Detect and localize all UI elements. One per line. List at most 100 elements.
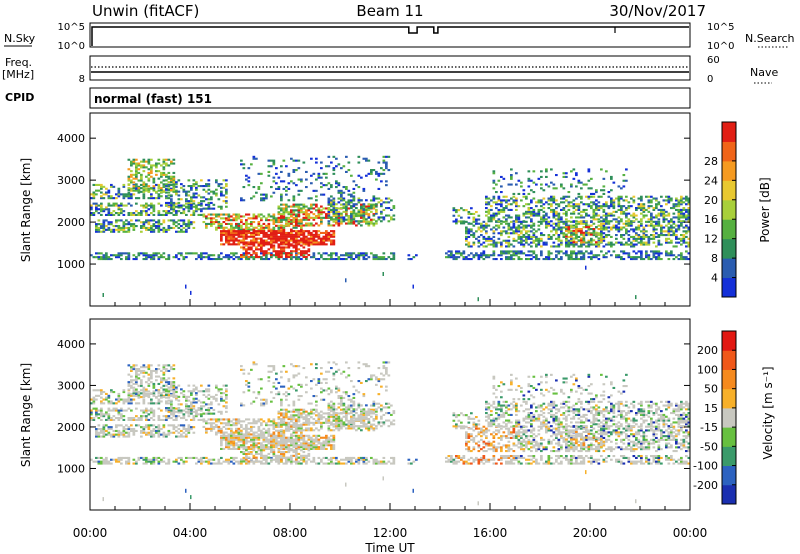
velocity-cell-141 [252, 460, 256, 463]
power-cell-3444 [590, 195, 593, 198]
velocity-cell-515 [150, 411, 153, 414]
velocity-cell-542 [170, 409, 173, 412]
power-cell-2440 [577, 258, 581, 261]
power-cell-773 [145, 185, 148, 188]
power-cell-2559 [465, 220, 468, 223]
power-cell-3449 [592, 210, 596, 213]
velocity-cell-471 [117, 418, 121, 421]
power-cell-907 [187, 201, 191, 204]
power-cell-2462 [597, 258, 601, 261]
power-cell-94 [200, 254, 203, 257]
velocity-cell-783 [147, 377, 151, 380]
power-cell-315 [120, 228, 123, 231]
power-cell-778 [147, 190, 151, 193]
velocity-cell-745 [135, 368, 138, 371]
power-cell-740 [135, 171, 138, 174]
velocity-cell-440 [95, 407, 98, 410]
power-cell-3779 [570, 183, 573, 186]
power-cell-3324 [542, 210, 546, 213]
power-cell-1229 [227, 241, 231, 244]
power-cell-3768 [555, 187, 558, 190]
power-cell-3737 [517, 179, 521, 182]
velocity-cell-259 [380, 460, 383, 463]
power-cell-925 [192, 192, 196, 195]
velocity-cell-203 [325, 456, 328, 459]
power-cell-1882 [327, 216, 331, 219]
velocity-cell-326 [125, 428, 128, 431]
velocity-cell-237 [357, 458, 361, 461]
power-cell-687 [157, 183, 161, 186]
power-cell-1765 [330, 224, 333, 227]
power-cell-2307 [455, 256, 458, 259]
power-cell-3469 [600, 220, 603, 223]
velocity-cell-123 [232, 456, 236, 459]
velocity-cell-590 [90, 398, 93, 401]
power-cell-3042 [640, 224, 643, 227]
power-cell-3603 [650, 199, 653, 202]
velocity-cell-630 [120, 398, 123, 401]
velocity-cell-450 [102, 415, 106, 418]
velocity-cell-487 [127, 407, 131, 410]
power-cell-2644 [500, 234, 503, 237]
power-cell-3129 [672, 245, 676, 248]
velocity-cell-881 [172, 407, 176, 410]
power-cell-2466 [602, 254, 606, 257]
power-cell-2028 [390, 199, 393, 202]
power-cell-2660 [507, 241, 511, 244]
power-cell-34 [127, 258, 131, 261]
power-cell-301 [110, 223, 113, 226]
power-cell-3487 [605, 203, 608, 206]
power-cell-1442 [305, 239, 308, 242]
power-cell-3569 [640, 220, 643, 223]
velocity-cell-117 [227, 460, 231, 463]
power-cell-200 [322, 258, 326, 261]
power-cell-2645 [500, 232, 503, 235]
velocity-cell-314 [117, 424, 121, 427]
velocity-cell-247 [365, 456, 368, 459]
power-cell-195 [315, 258, 318, 261]
power-cell-1725 [312, 218, 316, 221]
power-cell-2529 [667, 258, 671, 261]
power-cell-618 [110, 195, 113, 198]
power-cell-1977 [362, 214, 366, 217]
power-cell-1477 [317, 235, 321, 238]
power-cell-2221 [365, 174, 368, 177]
power-cell-1280 [245, 237, 248, 240]
power-cell-213 [335, 254, 338, 257]
power-cell-1593 [290, 244, 293, 247]
power-cell-153 [265, 256, 268, 259]
power-cell-3063 [647, 237, 651, 240]
power-cell-2023 [387, 201, 391, 204]
power-cell-2839 [567, 235, 571, 238]
power-cell-1784 [337, 218, 341, 221]
power-cell-2694 [517, 224, 521, 227]
power-cell-1846 [362, 211, 366, 214]
velocity-cell-202 [325, 462, 328, 465]
power-cell-447 [100, 206, 103, 209]
power-cell-3043 [640, 222, 643, 225]
power-cell-3762 [545, 168, 548, 171]
power-cell-2522 [657, 252, 661, 255]
power-cell-1438 [302, 231, 306, 234]
power-cell-1809 [347, 216, 351, 219]
power-cell-2449 [582, 254, 586, 257]
power-cell-3311 [537, 208, 541, 211]
velocity-cell-85 [187, 456, 191, 459]
power-cell-363 [150, 225, 153, 228]
power-cell-668 [145, 187, 148, 190]
power-cell-1996 [375, 212, 378, 215]
velocity-cell-939 [197, 390, 201, 393]
power-cell-1422 [297, 235, 301, 238]
power-cell-2560 [467, 245, 471, 248]
power-cell-2595 [480, 222, 483, 225]
velocity-cell-328 [127, 435, 131, 438]
power-cell-1886 [327, 207, 331, 210]
velocity-cell-80 [180, 456, 183, 459]
power-cell-1676 [295, 205, 298, 208]
power-cell-766 [142, 183, 146, 186]
power-cell-1506 [330, 235, 333, 238]
velocity-cell-809 [157, 390, 161, 393]
power-cell-243 [362, 254, 366, 257]
power-cell-673 [150, 195, 153, 198]
power-cell-31 [125, 258, 128, 261]
